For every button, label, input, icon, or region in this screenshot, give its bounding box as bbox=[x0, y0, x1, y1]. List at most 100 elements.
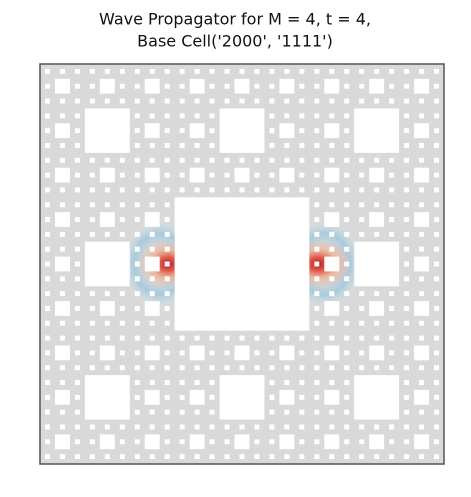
carpet-hole bbox=[189, 389, 205, 405]
carpet-hole bbox=[134, 157, 140, 163]
carpet-hole bbox=[299, 350, 305, 356]
carpet-hole bbox=[414, 345, 430, 361]
carpet-hole bbox=[104, 335, 110, 341]
carpet-hole bbox=[434, 68, 440, 74]
carpet-hole bbox=[74, 380, 80, 385]
carpet-hole bbox=[44, 394, 50, 400]
carpet-hole bbox=[119, 439, 125, 445]
carpet-hole bbox=[414, 256, 430, 272]
carpet-hole bbox=[419, 246, 425, 252]
carpet-hole bbox=[119, 365, 125, 371]
carpet-hole bbox=[354, 241, 400, 287]
carpet-hole bbox=[44, 365, 50, 371]
carpet-hole bbox=[324, 345, 340, 361]
carpet-hole bbox=[314, 157, 320, 163]
carpet-hole bbox=[314, 128, 320, 134]
carpet-hole bbox=[324, 256, 340, 272]
carpet-hole bbox=[174, 197, 310, 331]
carpet-hole bbox=[314, 380, 320, 385]
carpet-hole bbox=[354, 375, 400, 420]
carpet-hole bbox=[44, 231, 50, 237]
carpet-hole bbox=[194, 365, 200, 371]
carpet-hole bbox=[74, 187, 80, 193]
carpet-hole bbox=[404, 454, 410, 460]
carpet-hole bbox=[189, 78, 205, 94]
carpet-hole bbox=[344, 143, 350, 148]
carpet-hole bbox=[74, 143, 80, 148]
carpet-hole bbox=[134, 231, 140, 237]
carpet-hole bbox=[419, 157, 425, 163]
carpet-hole bbox=[269, 335, 275, 341]
carpet-hole bbox=[279, 123, 295, 139]
carpet-hole bbox=[359, 231, 365, 237]
carpet-hole bbox=[324, 434, 340, 450]
carpet-hole bbox=[404, 68, 410, 74]
carpet-hole bbox=[314, 335, 320, 341]
carpet-hole bbox=[209, 128, 215, 134]
carpet-hole bbox=[179, 187, 185, 193]
carpet-hole bbox=[359, 350, 365, 356]
carpet-hole bbox=[89, 98, 95, 104]
carpet-hole bbox=[329, 409, 335, 415]
carpet-hole bbox=[44, 291, 50, 297]
carpet-hole bbox=[254, 83, 260, 89]
carpet-hole bbox=[54, 256, 70, 272]
carpet-hole bbox=[164, 68, 170, 74]
carpet-hole bbox=[284, 335, 290, 341]
carpet-hole bbox=[74, 394, 80, 400]
carpet-hole bbox=[299, 113, 305, 119]
carpet-hole bbox=[329, 365, 335, 371]
carpet-hole bbox=[344, 439, 350, 445]
carpet-hole bbox=[389, 320, 395, 326]
carpet-hole bbox=[74, 68, 80, 74]
carpet-hole bbox=[164, 380, 170, 385]
carpet-hole bbox=[164, 172, 170, 178]
carpet-hole bbox=[329, 424, 335, 430]
carpet-hole bbox=[149, 246, 155, 252]
carpet-hole bbox=[239, 365, 245, 371]
carpet-hole bbox=[54, 345, 70, 361]
carpet-hole bbox=[279, 78, 295, 94]
carpet-hole bbox=[89, 305, 95, 311]
carpet-hole bbox=[44, 409, 50, 415]
carpet-hole bbox=[54, 78, 70, 94]
carpet-hole bbox=[359, 217, 365, 223]
carpet-hole bbox=[374, 68, 380, 74]
carpet-hole bbox=[284, 424, 290, 430]
carpet-hole bbox=[164, 365, 170, 371]
carpet-hole bbox=[149, 454, 155, 460]
carpet-hole bbox=[254, 350, 260, 356]
carpet-hole bbox=[44, 454, 50, 460]
carpet-hole bbox=[434, 202, 440, 208]
carpet-hole bbox=[254, 365, 260, 371]
carpet-hole bbox=[344, 365, 350, 371]
carpet-hole bbox=[144, 256, 160, 272]
carpet-hole bbox=[144, 301, 160, 316]
carpet-hole bbox=[344, 409, 350, 415]
carpet-hole bbox=[74, 365, 80, 371]
carpet-hole bbox=[434, 454, 440, 460]
carpet-hole bbox=[269, 157, 275, 163]
carpet-hole bbox=[239, 424, 245, 430]
carpet-hole bbox=[164, 424, 170, 430]
carpet-hole bbox=[209, 439, 215, 445]
carpet-hole bbox=[404, 365, 410, 371]
carpet-hole bbox=[59, 291, 65, 297]
carpet-hole bbox=[209, 187, 215, 193]
carpet-hole bbox=[224, 350, 230, 356]
carpet-hole bbox=[164, 454, 170, 460]
carpet-hole bbox=[344, 68, 350, 74]
carpet-hole bbox=[299, 157, 305, 163]
carpet-hole bbox=[314, 409, 320, 415]
carpet-hole bbox=[84, 108, 130, 153]
carpet-hole bbox=[344, 424, 350, 430]
carpet-hole bbox=[269, 98, 275, 104]
carpet-hole bbox=[404, 276, 410, 282]
carpet-hole bbox=[164, 143, 170, 148]
carpet-hole bbox=[434, 365, 440, 371]
carpet-hole bbox=[84, 241, 130, 287]
carpet-hole bbox=[164, 261, 170, 267]
carpet-hole bbox=[404, 409, 410, 415]
carpet-hole bbox=[44, 276, 50, 282]
carpet-hole bbox=[44, 380, 50, 385]
